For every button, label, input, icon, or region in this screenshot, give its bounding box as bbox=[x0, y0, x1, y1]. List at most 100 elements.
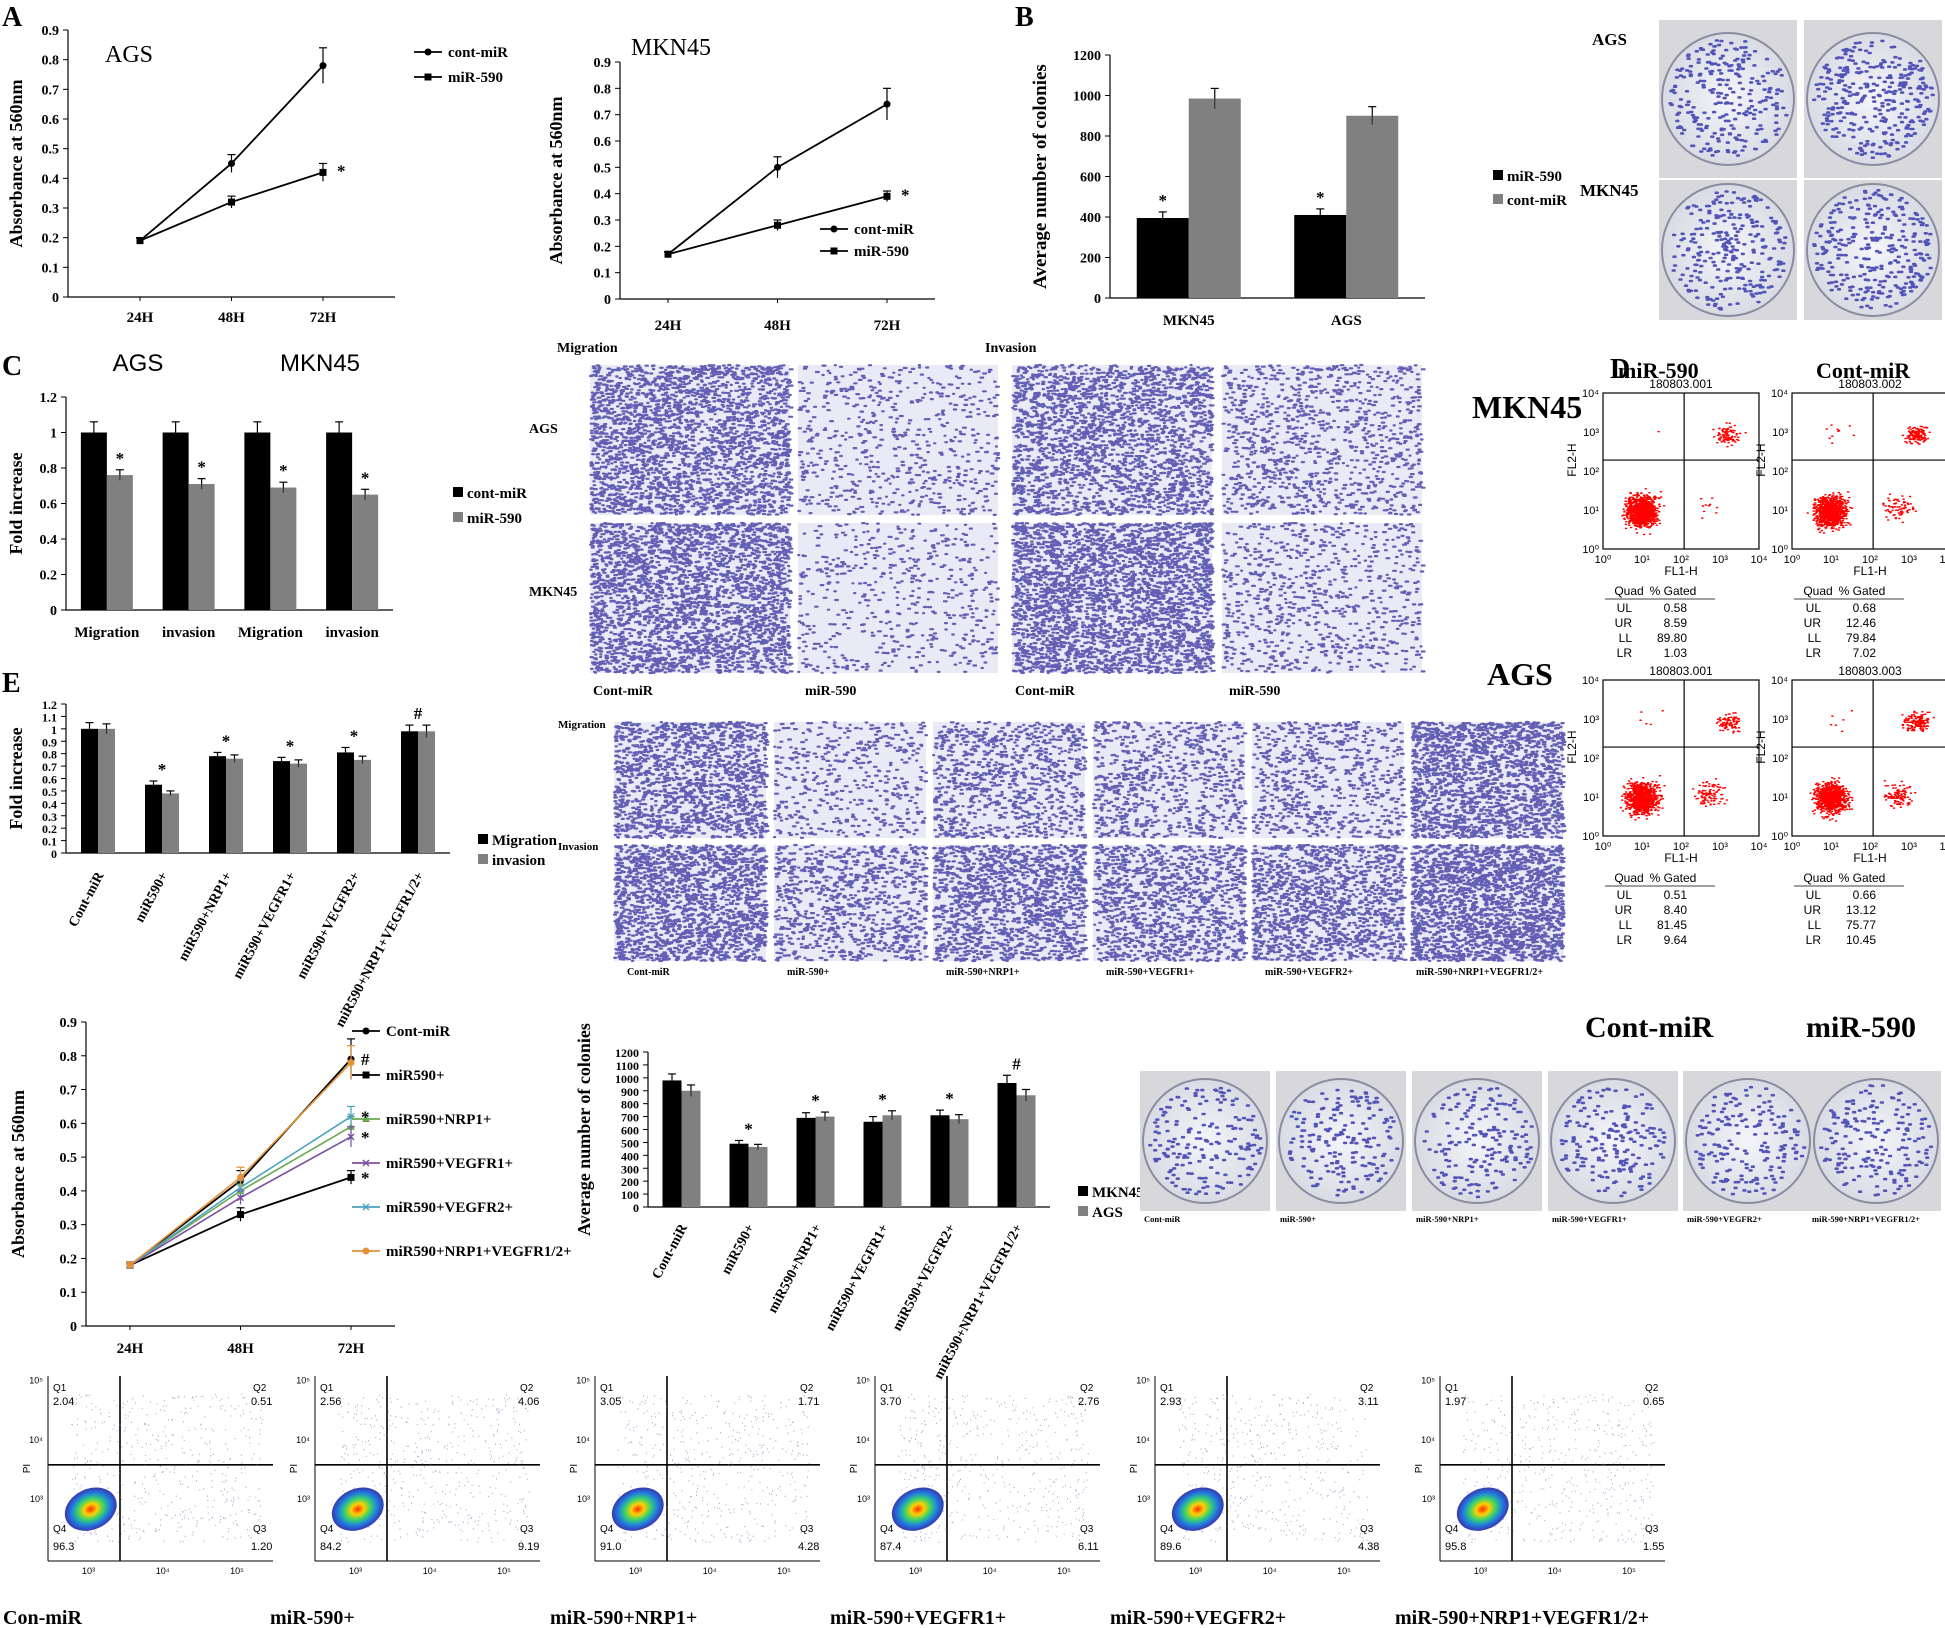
x-tick-label: 10⁵ bbox=[1057, 1566, 1071, 1576]
plot-id: 180803.001 bbox=[1649, 377, 1713, 391]
x-tick-label: 10³ bbox=[82, 1566, 95, 1576]
cell-dots bbox=[1250, 844, 1408, 962]
table-cell: 79.84 bbox=[1846, 631, 1876, 645]
x-tick-label: 10³ bbox=[1189, 1566, 1202, 1576]
legend-label: miR590+NRP1+VEGFR1/2+ bbox=[386, 1244, 572, 1260]
transwell-photo-c-bottom-0 bbox=[588, 521, 794, 675]
legend-label: invasion bbox=[492, 853, 546, 869]
x-tick-label: 10⁰ bbox=[1595, 554, 1612, 566]
y-tick-label: 200 bbox=[1080, 252, 1101, 267]
quadrant-name: Q2 bbox=[1360, 1383, 1374, 1394]
y-tick-label: 0 bbox=[50, 604, 57, 619]
y-tick-label: 1100 bbox=[616, 1059, 639, 1073]
quadrant-name: Q1 bbox=[1445, 1383, 1459, 1394]
column-label: miR-590+VEGFR1+ bbox=[1552, 1214, 1627, 1224]
cell-dots bbox=[613, 720, 770, 839]
y-tick-label: 10³ bbox=[1137, 1494, 1150, 1504]
bar-chart-E1: 00.10.20.30.40.50.60.70.80.911.11.2Fold … bbox=[6, 698, 558, 1030]
bar-1-4 bbox=[949, 1119, 969, 1207]
plot-frame bbox=[1791, 679, 1945, 837]
quadrant-value: 3.05 bbox=[600, 1396, 621, 1408]
row-label: MKN45 bbox=[1472, 389, 1582, 425]
quadrant-name: Q2 bbox=[520, 1383, 534, 1394]
x-axis-title: FL1-H bbox=[1664, 851, 1697, 865]
cell-dots bbox=[797, 364, 1001, 516]
table-cell: 13.12 bbox=[1846, 903, 1876, 917]
plot-label: miR-590+NRP1+VEGFR1/2+ bbox=[1395, 1607, 1649, 1628]
cell-dots bbox=[1409, 720, 1567, 839]
plot-frame bbox=[1602, 679, 1760, 837]
column-label: Cont-miR bbox=[1015, 684, 1076, 699]
y-tick-label: 10⁰ bbox=[1582, 831, 1599, 843]
y-tick-label: 0.8 bbox=[594, 82, 612, 97]
group-title: MKN45 bbox=[280, 350, 360, 377]
x-tick-label: 10¹ bbox=[1823, 554, 1839, 566]
y-axis-title: PI bbox=[569, 1464, 580, 1473]
colony-photo-b-2 bbox=[1804, 20, 1942, 178]
colony-dots bbox=[1812, 39, 1935, 159]
annotation: * bbox=[945, 1089, 954, 1108]
point-marker bbox=[883, 192, 891, 200]
plate-dish bbox=[1550, 1078, 1676, 1204]
y-tick-label: 10⁵ bbox=[1421, 1376, 1435, 1386]
y-tick-label: 800 bbox=[1080, 130, 1101, 145]
table-cell: 12.46 bbox=[1846, 616, 1876, 630]
x-tick-label: 24H bbox=[655, 318, 682, 334]
y-tick-label: 10² bbox=[1583, 466, 1599, 478]
table-cell: UR bbox=[1615, 616, 1633, 630]
table-cell: UL bbox=[1617, 888, 1633, 902]
bar-0-4 bbox=[337, 752, 354, 853]
panel-letter-e: E bbox=[2, 668, 21, 699]
annotation: * bbox=[361, 1168, 370, 1187]
x-tick-label: 10³ bbox=[1901, 841, 1917, 853]
colony-photo-e-1 bbox=[1276, 1071, 1406, 1211]
transwell-photo-c-top-0 bbox=[588, 363, 794, 516]
transwell-photo-e-bottom-0 bbox=[612, 843, 769, 963]
colony-photo-e-3 bbox=[1548, 1071, 1678, 1211]
legend-label: cont-miR bbox=[1507, 193, 1567, 209]
y-tick-label: 300 bbox=[621, 1162, 639, 1176]
legend-swatch bbox=[453, 487, 463, 497]
quadrant-value: 87.4 bbox=[880, 1541, 901, 1553]
x-tick-label: 10¹ bbox=[1634, 841, 1650, 853]
legend-label: MKN45 bbox=[1092, 1185, 1144, 1201]
bar-1-0 bbox=[106, 475, 133, 610]
y-tick-label: 0.9 bbox=[60, 1016, 78, 1031]
y-axis-title: FL2-H bbox=[1754, 730, 1768, 763]
x-tick-label: Cont-miR bbox=[650, 1221, 692, 1282]
colony-dots bbox=[1559, 1087, 1667, 1198]
legend-label: miR590+ bbox=[386, 1068, 445, 1084]
quadrant-value: 95.8 bbox=[1445, 1541, 1466, 1553]
plate-dish bbox=[1813, 1078, 1939, 1204]
bar-0-5 bbox=[997, 1083, 1017, 1207]
event-dots bbox=[1806, 424, 1931, 534]
y-tick-label: 0.3 bbox=[42, 202, 60, 217]
quadrant-name: Q3 bbox=[800, 1524, 814, 1535]
table-cell: 0.58 bbox=[1664, 601, 1688, 615]
y-tick-label: 10⁴ bbox=[576, 1435, 590, 1445]
table-cell: 7.02 bbox=[1853, 646, 1877, 660]
y-tick-label: 100 bbox=[621, 1188, 639, 1202]
table-cell: LR bbox=[1617, 933, 1633, 947]
table-header: Quad bbox=[1614, 871, 1643, 885]
y-tick-label: 0.9 bbox=[42, 24, 60, 39]
plot-label: miR-590+NRP1+ bbox=[550, 1607, 697, 1628]
legend-label: AGS bbox=[1092, 1205, 1123, 1221]
column-label: miR-590+NRP1+ bbox=[946, 967, 1020, 978]
x-tick-label: 10⁴ bbox=[1751, 554, 1768, 566]
y-tick-label: 10⁴ bbox=[296, 1435, 310, 1445]
annotation: * bbox=[286, 736, 295, 755]
y-axis-title: PI bbox=[22, 1464, 33, 1473]
y-tick-label: 10¹ bbox=[1772, 792, 1788, 804]
quadrant-name: Q4 bbox=[600, 1524, 614, 1535]
cell-dots bbox=[772, 843, 929, 962]
y-tick-label: 0.3 bbox=[594, 214, 612, 229]
bar-1-3 bbox=[290, 763, 307, 853]
table-cell: UL bbox=[1617, 601, 1633, 615]
cell-dots bbox=[1220, 363, 1426, 516]
quadrant-value: 1.71 bbox=[798, 1396, 819, 1408]
quadrant-value: 2.56 bbox=[320, 1396, 341, 1408]
colony-dots bbox=[1812, 189, 1933, 310]
point-marker bbox=[362, 1071, 370, 1079]
